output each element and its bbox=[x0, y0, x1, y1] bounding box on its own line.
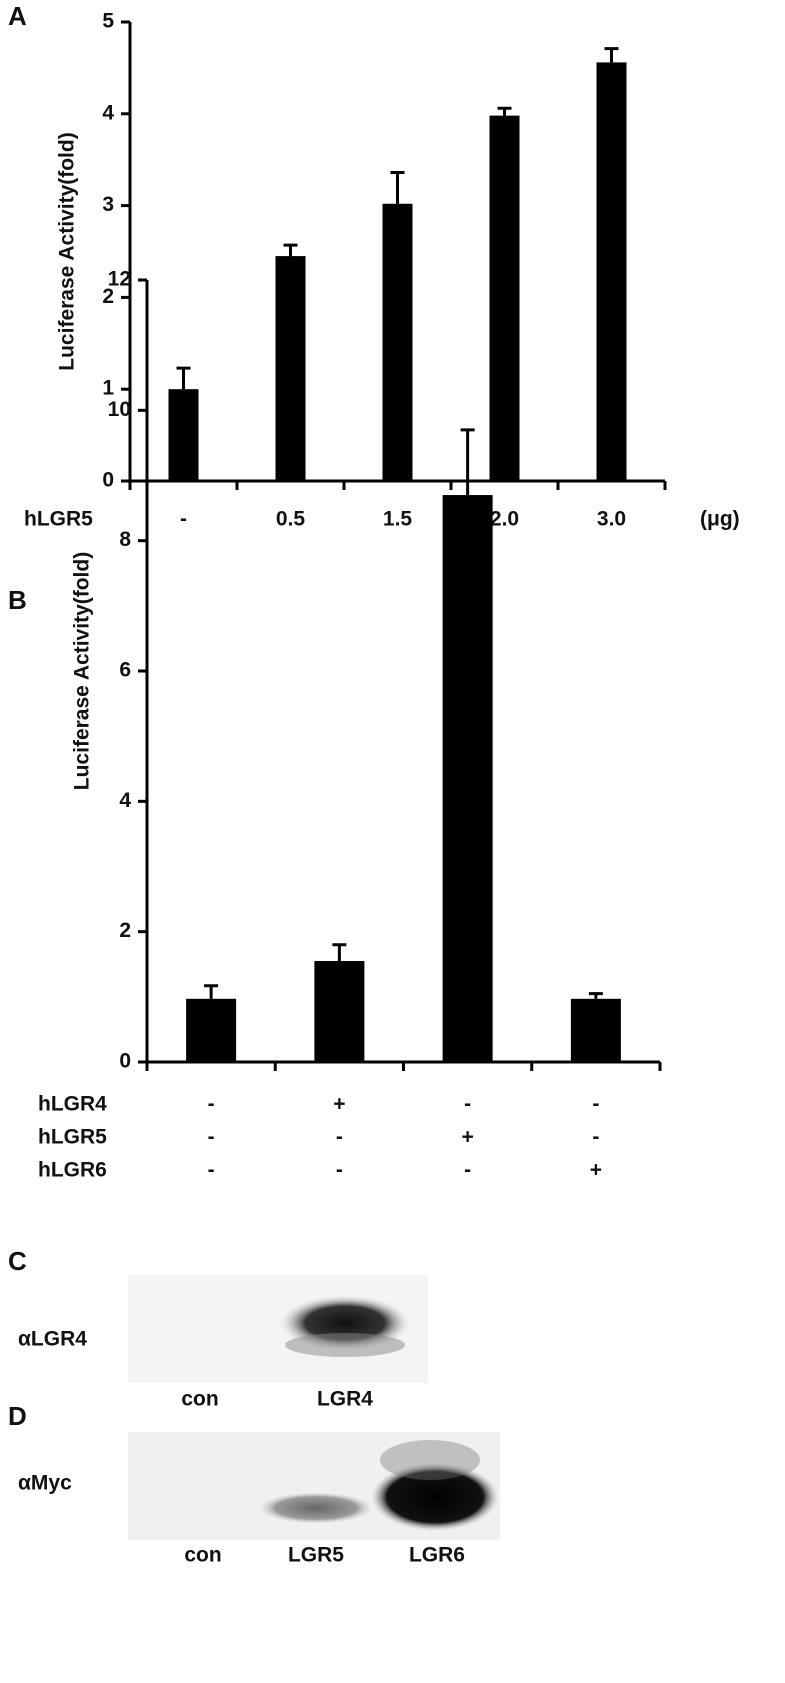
condition-value: - bbox=[592, 1126, 599, 1149]
error-bar bbox=[497, 106, 512, 116]
x-tick-label: 2.0 bbox=[490, 508, 519, 531]
error-bar bbox=[588, 992, 603, 999]
panel-letter: D bbox=[8, 1401, 27, 1431]
panel-letter: C bbox=[8, 1246, 27, 1276]
condition-value: + bbox=[333, 1093, 345, 1116]
lane-label: con bbox=[184, 1544, 221, 1567]
blot-band bbox=[380, 1440, 480, 1480]
error-bar bbox=[460, 428, 475, 496]
y-tick-label: 6 bbox=[119, 659, 131, 682]
condition-value: + bbox=[461, 1126, 473, 1149]
antibody-label: αLGR4 bbox=[18, 1328, 87, 1351]
condition-value: - bbox=[208, 1093, 215, 1116]
y-tick-label: 5 bbox=[102, 10, 114, 33]
condition-label: hLGR5 bbox=[38, 1126, 107, 1149]
y-tick-label: 4 bbox=[102, 101, 114, 124]
error-bar bbox=[390, 171, 405, 204]
error-bar bbox=[283, 243, 298, 257]
condition-value: - bbox=[592, 1093, 599, 1116]
condition-value: + bbox=[590, 1159, 602, 1182]
antibody-label: αMyc bbox=[18, 1472, 72, 1495]
lane-label: LGR6 bbox=[409, 1544, 465, 1567]
condition-value: - bbox=[208, 1126, 215, 1149]
error-bar bbox=[332, 943, 347, 961]
y-tick-label: 10 bbox=[108, 398, 131, 421]
bar bbox=[570, 998, 621, 1062]
bar bbox=[314, 960, 365, 1062]
lane-label: LGR4 bbox=[317, 1388, 373, 1411]
error-bar bbox=[604, 47, 619, 63]
y-tick-label: 4 bbox=[119, 789, 131, 812]
bar bbox=[596, 62, 627, 481]
x-tick-label: 3.0 bbox=[597, 508, 626, 531]
lane-label: LGR5 bbox=[288, 1544, 344, 1567]
bar bbox=[275, 256, 306, 481]
unit-label: (μg) bbox=[700, 508, 740, 531]
bar bbox=[382, 203, 413, 481]
error-bar bbox=[176, 366, 191, 390]
y-tick-label: 1 bbox=[102, 377, 114, 400]
panel-letter: B bbox=[8, 585, 27, 615]
y-tick-label: 12 bbox=[108, 268, 131, 291]
x-tick-label: - bbox=[180, 508, 187, 531]
panel-letter: A bbox=[8, 1, 27, 31]
condition-label: hLGR4 bbox=[38, 1093, 107, 1116]
bar bbox=[168, 389, 199, 481]
blot-band bbox=[285, 1333, 405, 1357]
condition-label: hLGR6 bbox=[38, 1159, 107, 1182]
condition-value: - bbox=[336, 1126, 343, 1149]
condition-value: - bbox=[464, 1159, 471, 1182]
row-label: hLGR5 bbox=[24, 508, 93, 531]
y-tick-label: 0 bbox=[119, 1050, 131, 1073]
y-tick-label: 2 bbox=[102, 285, 114, 308]
x-tick-label: 1.5 bbox=[383, 508, 413, 531]
lane-label: con bbox=[181, 1388, 218, 1411]
y-tick-label: 3 bbox=[102, 193, 114, 216]
condition-value: - bbox=[336, 1159, 343, 1182]
y-axis-label: Luciferase Activity(fold) bbox=[56, 132, 79, 370]
bar bbox=[442, 495, 493, 1062]
condition-value: - bbox=[464, 1093, 471, 1116]
bar bbox=[186, 998, 237, 1062]
error-bar bbox=[204, 984, 219, 999]
bar bbox=[489, 115, 520, 482]
condition-value: - bbox=[208, 1159, 215, 1182]
blot-band bbox=[371, 1463, 499, 1531]
y-tick-label: 0 bbox=[102, 469, 114, 492]
x-tick-label: 0.5 bbox=[276, 508, 306, 531]
y-axis-label: Luciferase Activity(fold) bbox=[71, 552, 94, 790]
y-tick-label: 8 bbox=[119, 528, 131, 551]
y-tick-label: 2 bbox=[119, 919, 131, 942]
blot-band bbox=[258, 1492, 374, 1524]
